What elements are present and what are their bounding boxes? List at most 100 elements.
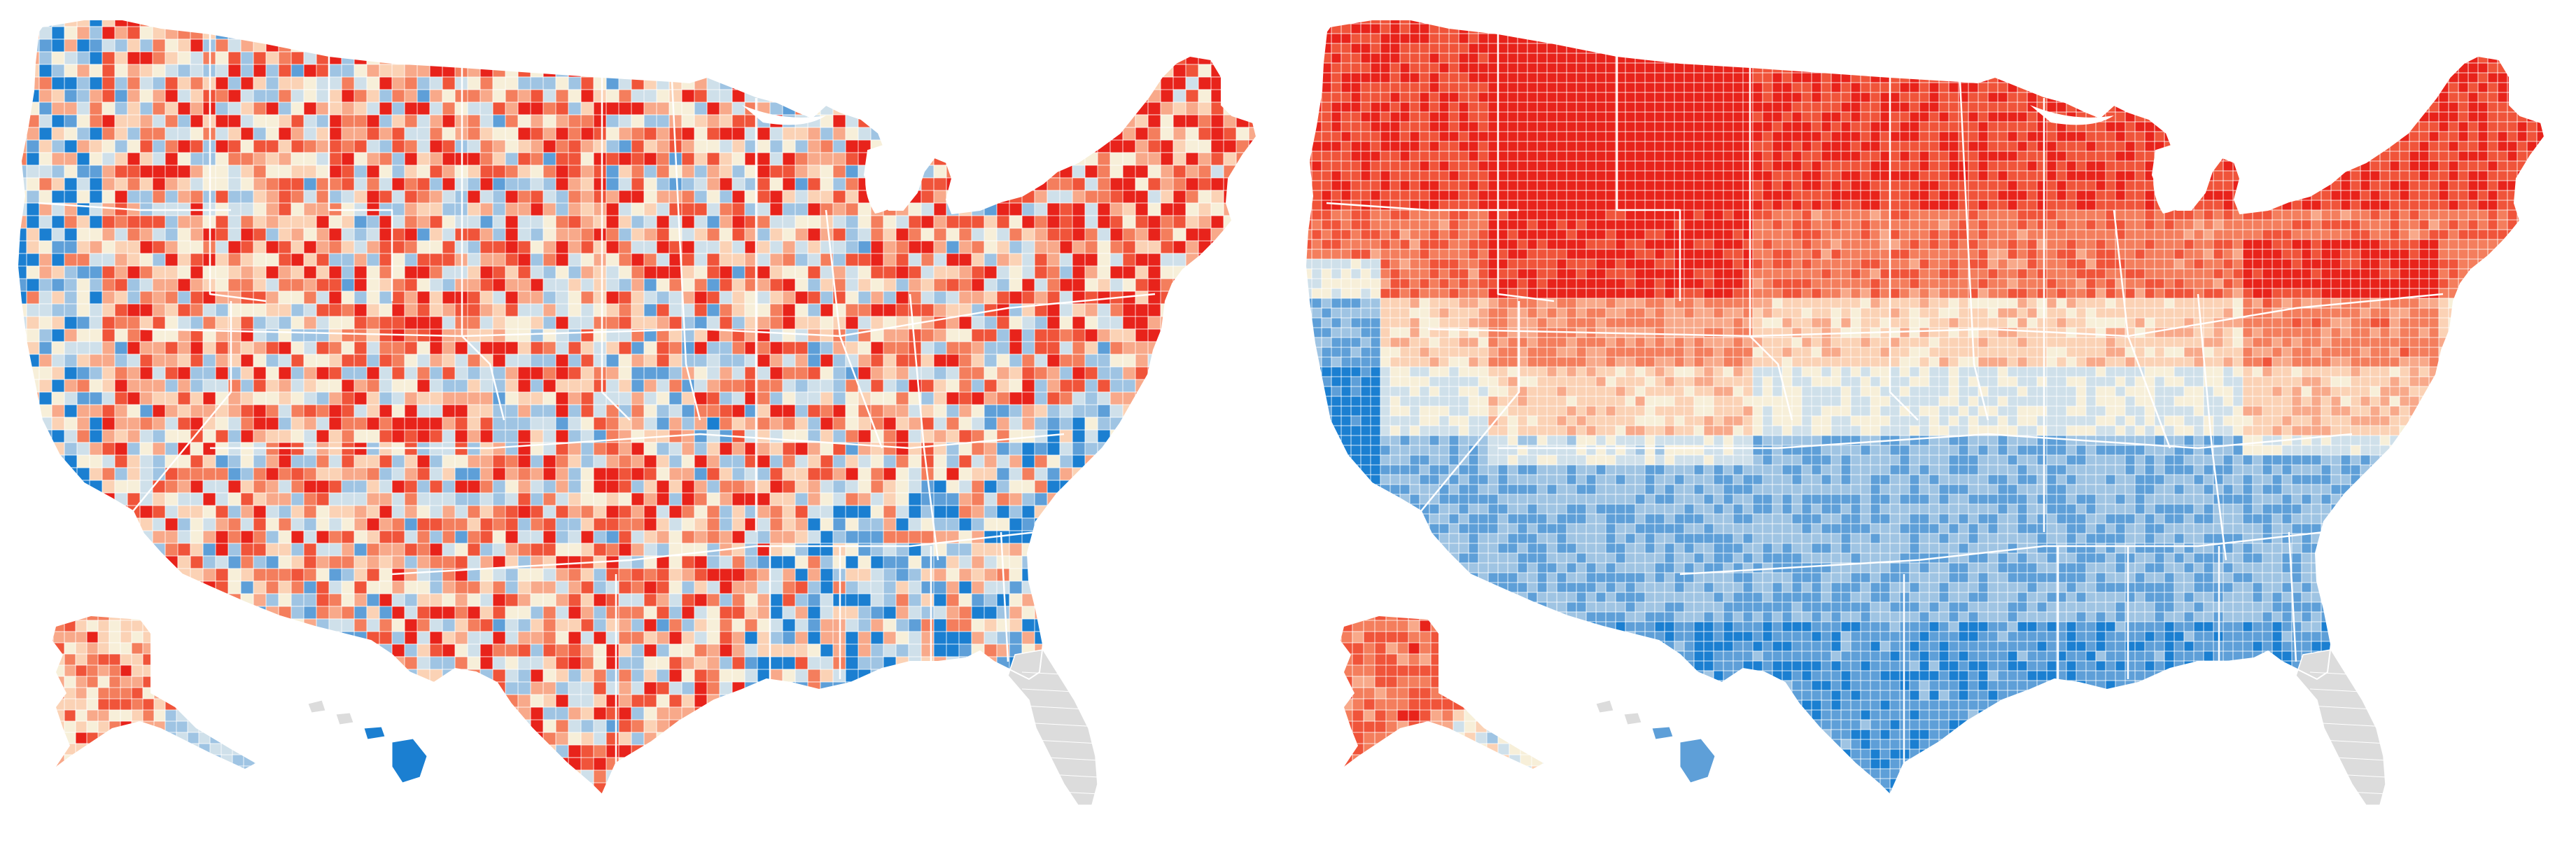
county-cell (215, 480, 230, 494)
county-cell (706, 20, 721, 28)
county-cell (215, 316, 230, 330)
county-cell (1236, 341, 1256, 356)
county-cell (152, 89, 167, 104)
county-cell (908, 505, 923, 520)
county-cell (38, 265, 53, 280)
county-cell (379, 492, 393, 507)
county-cell (316, 492, 330, 507)
county-cell (240, 631, 267, 646)
county-cell (870, 631, 885, 646)
county-cell (1135, 240, 1149, 255)
county-cell (366, 341, 381, 356)
county-cell (820, 278, 834, 293)
county-cell (492, 152, 507, 167)
county-cell (18, 417, 28, 431)
county-cell (18, 404, 41, 419)
county-cell (883, 467, 897, 482)
county-cell (1135, 593, 1162, 608)
county-cell (732, 228, 746, 242)
county-cell (530, 492, 545, 507)
county-cell (530, 165, 545, 179)
county-cell (1172, 76, 1187, 91)
county-cell (164, 580, 192, 595)
county-cell (492, 228, 507, 242)
county-cell (744, 39, 771, 53)
county-cell (253, 505, 267, 520)
county-cell (190, 593, 204, 608)
county-cell (1185, 492, 1200, 507)
county-cell (631, 618, 645, 633)
county-cell (769, 20, 784, 28)
county-cell (1210, 202, 1225, 217)
county-cell (568, 454, 582, 469)
county-cell (1185, 26, 1200, 41)
county-cell (152, 417, 167, 431)
county-cell (38, 354, 53, 368)
county-cell (89, 492, 104, 507)
county-cell (1223, 555, 1238, 570)
county-cell (832, 26, 847, 41)
county-cell (479, 303, 494, 318)
county-cell (782, 64, 809, 78)
county-cell (1122, 454, 1149, 469)
county-cell (530, 278, 545, 293)
county-cell (240, 278, 255, 293)
county-cell (643, 404, 658, 419)
county-cell (1248, 568, 1256, 583)
county-cell (1021, 64, 1036, 78)
county-cell (883, 593, 897, 608)
county-cell (391, 240, 406, 255)
county-cell (1097, 366, 1112, 381)
county-cell (555, 517, 570, 532)
county-cell (479, 51, 507, 66)
county-cell (278, 454, 293, 469)
county-cell (782, 316, 797, 330)
county-cell (1198, 278, 1225, 293)
county-cell (1198, 316, 1225, 330)
county-cell (429, 265, 444, 280)
county-cell (492, 492, 507, 507)
county-cell (316, 202, 330, 217)
county-cell (1034, 165, 1049, 179)
county-cell (467, 265, 482, 280)
county-cell (492, 505, 507, 520)
county-cell (1059, 328, 1074, 343)
county-cell (1046, 580, 1074, 595)
county-cell (1097, 580, 1112, 595)
county-cell (354, 404, 368, 419)
county-cell (1210, 467, 1238, 482)
county-cell (706, 177, 721, 192)
county-cell (1034, 505, 1061, 520)
county-cell (794, 517, 809, 532)
county-cell (694, 492, 708, 507)
county-cell (479, 127, 494, 141)
county-cell (946, 26, 960, 41)
county-cell (580, 165, 595, 179)
county-cell (114, 417, 129, 431)
county-cell (1185, 454, 1212, 469)
county-cell (568, 114, 582, 129)
county-cell (996, 517, 1011, 532)
county-cell (379, 530, 393, 545)
county-cell (190, 454, 204, 469)
county-cell (1097, 480, 1112, 494)
county-cell (1084, 291, 1099, 305)
county-cell (290, 215, 305, 230)
county-cell (1135, 480, 1149, 494)
county-cell (606, 26, 633, 41)
county-cell (290, 20, 318, 28)
county-cell (668, 480, 683, 494)
county-cell (542, 20, 570, 28)
county-cell (656, 39, 671, 53)
county-cell (870, 391, 885, 406)
county-cell (920, 76, 948, 91)
county-cell (38, 328, 53, 343)
county-cell (1034, 139, 1061, 154)
county-cell (1261, 228, 1287, 242)
county-cell (996, 492, 1011, 507)
county-cell (555, 127, 570, 141)
county-cell (1261, 379, 1275, 393)
county-cell (139, 51, 154, 66)
county-cell (618, 64, 645, 78)
county-cell (782, 303, 797, 318)
